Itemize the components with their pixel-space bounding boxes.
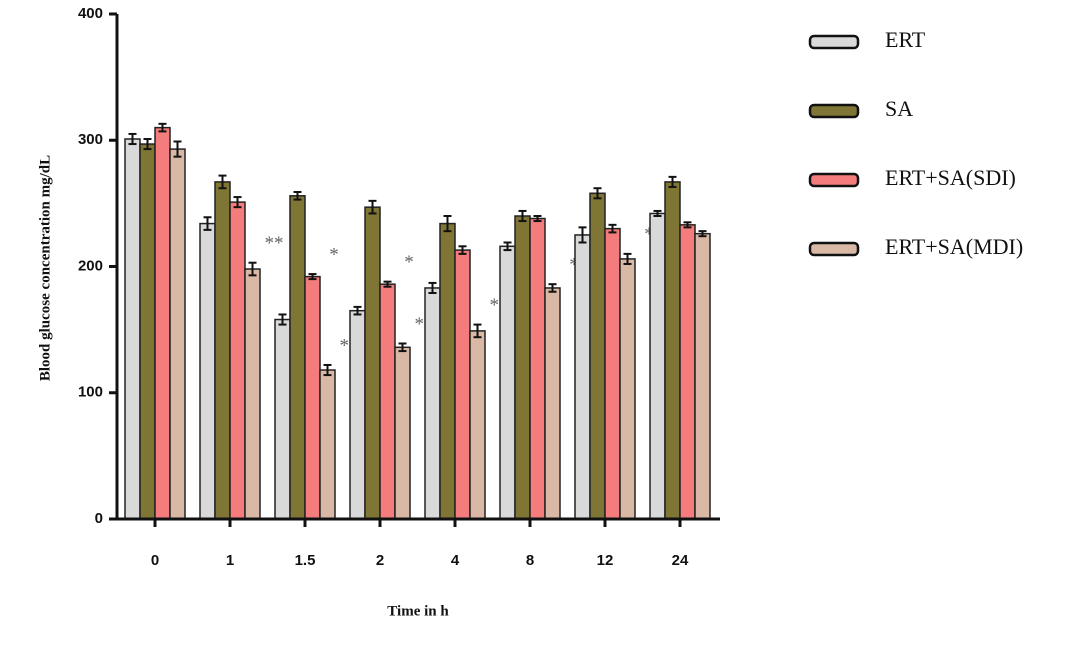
bar [274,318,291,520]
error-bar [443,215,452,233]
bar [439,222,456,520]
bar [199,222,216,520]
y-tick-label: 400 [78,5,103,22]
error-bar [353,305,362,316]
y-tick-label: 100 [78,384,103,401]
error-bar [143,137,152,151]
bar [604,227,621,520]
error-bar [623,252,632,265]
bar [379,283,396,520]
error-bar [698,230,707,238]
significance-label: * [404,252,414,273]
bar [514,215,531,520]
bar [349,309,366,520]
bar [364,206,381,520]
legend-swatch [808,103,860,119]
bar [139,143,156,520]
legend-label: SA [885,96,913,121]
error-bar [383,280,392,288]
error-bar [683,221,692,229]
bar [529,217,546,520]
legend-swatch [808,241,860,257]
y-tick-label: 300 [78,131,103,148]
bar [424,287,441,520]
error-bar [128,132,137,146]
bar [304,275,321,520]
bar [244,268,261,520]
error-bar [173,140,182,158]
error-bar [248,261,257,277]
error-bar [548,283,557,293]
significance-label: * [644,224,654,245]
error-bar [593,187,602,200]
error-bar [653,209,662,217]
bar [544,287,561,520]
bar [124,138,141,520]
y-tick-label: 200 [78,257,103,274]
y-axis-title: Blood glucose concentration mg/dL [37,155,53,381]
bar [229,201,246,520]
x-tick-label: 4 [451,552,460,569]
x-tick-label: 2 [376,552,384,569]
x-axis-title: Time in h [387,603,449,619]
bar [694,232,711,520]
bar [154,126,171,520]
bar [394,346,411,520]
error-bar [308,273,317,281]
legend-swatch [808,34,860,50]
legend-label: ERT [885,27,926,52]
y-tick-label: 0 [95,510,103,527]
bar [649,212,666,520]
error-bar [518,209,527,223]
error-bar [398,342,407,353]
bar [499,245,516,520]
error-bar [668,175,677,188]
bar [454,249,471,520]
error-bar [533,215,542,223]
error-bar [368,199,377,215]
x-tick-label: 24 [672,552,689,569]
bar [214,181,231,520]
bar [169,148,186,520]
error-bar [608,223,617,234]
significance-label: * [329,244,339,265]
x-tick-label: 0 [151,552,159,569]
significance-label: * [569,255,579,276]
error-bar [278,313,287,326]
bar [679,224,696,520]
x-tick-label: 12 [597,552,614,569]
error-bar [578,226,587,244]
error-bar [203,216,212,231]
bar [469,330,486,520]
legend-swatch [808,172,860,188]
error-bar [158,122,167,133]
bar [619,258,636,520]
error-bar [293,191,302,201]
legend-label: ERT+SA(MDI) [885,234,1023,259]
error-bar [428,281,437,295]
error-bar [458,245,467,255]
x-tick-label: 1 [226,552,234,569]
bar [319,369,336,520]
x-tick-label: 1.5 [295,552,316,569]
bar [664,181,681,520]
bar [574,234,591,520]
x-tick-label: 8 [526,552,534,569]
error-bar [473,323,482,339]
bar [289,195,306,520]
significance-label: ** [265,233,284,254]
error-bar [218,174,227,190]
error-bar [503,241,512,252]
legend-label: ERT+SA(SDI) [885,165,1016,190]
error-bar [233,196,242,209]
error-bar [323,363,332,377]
bar [589,192,606,520]
